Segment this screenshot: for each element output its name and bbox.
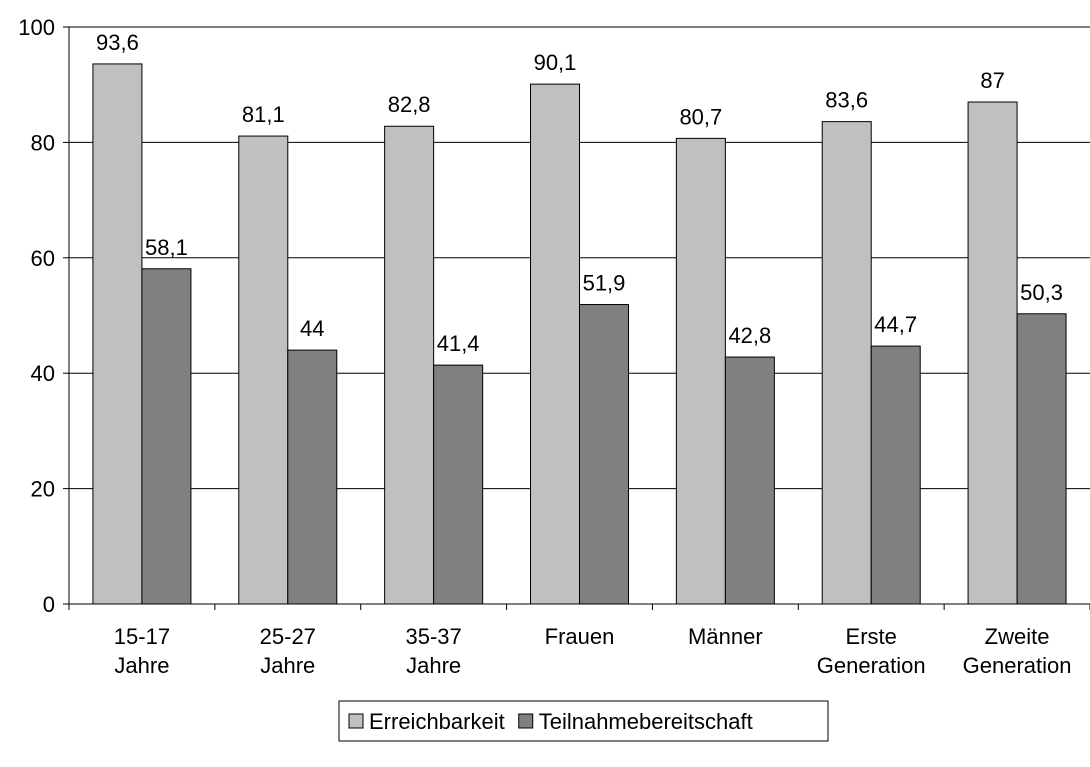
y-tick-label: 0: [43, 592, 55, 617]
bar-erreichbarkeit: [967, 101, 1018, 605]
x-category-label: Erste Generation: [817, 624, 926, 678]
y-tick-label: 60: [31, 246, 55, 271]
y-tick-label: 20: [31, 477, 55, 502]
x-category-label-line: 35-37: [406, 624, 462, 649]
x-category-label-line: 25-27: [260, 624, 316, 649]
data-label: 83,6: [825, 88, 868, 113]
bar-erreichbarkeit: [821, 121, 872, 605]
data-labels: 93,6 58,1 81,1 44 82,8 41,4 90,1 51,9 80,7 42,8 83…: [96, 30, 1063, 356]
bar-erreichbarkeit: [530, 83, 580, 605]
data-label: 50,3: [1020, 280, 1063, 305]
y-tick-label: 40: [31, 361, 55, 386]
data-label: 51,9: [583, 271, 626, 296]
legend-label: Teilnahmebereitschaft: [539, 709, 753, 734]
x-category-label-line: Erste: [846, 624, 897, 649]
bar-teilnahmebereitschaft: [724, 356, 775, 605]
x-category-label-line: Jahre: [114, 653, 169, 678]
data-label: 80,7: [679, 104, 722, 129]
bar-erreichbarkeit: [92, 63, 143, 605]
legend-box: [338, 700, 829, 742]
data-label: 42,8: [728, 323, 771, 348]
bar-teilnahmebereitschaft: [287, 349, 338, 605]
data-label: 41,4: [437, 331, 480, 356]
bar-teilnahmebereitschaft: [433, 364, 484, 605]
y-tick-label: 80: [31, 130, 55, 155]
data-label: 44: [300, 316, 324, 341]
data-label: 87: [980, 68, 1004, 93]
x-category-label: 25-27 Jahre: [260, 624, 316, 678]
bar-teilnahmebereitschaft: [141, 268, 192, 605]
data-label: 82,8: [388, 92, 431, 117]
legend-label: Erreichbarkeit: [369, 709, 505, 734]
legend-swatch-teilnahmebereitschaft: [518, 713, 534, 729]
bar-teilnahmebereitschaft: [1016, 313, 1067, 605]
data-label: 44,7: [874, 312, 917, 337]
x-category-label-line: Generation: [817, 653, 926, 678]
x-category-label: Zweite Generation: [963, 624, 1072, 678]
data-label: 81,1: [242, 102, 285, 127]
x-category-label-line: Männer: [688, 624, 763, 649]
x-category-label-line: Generation: [963, 653, 1072, 678]
data-label: 58,1: [145, 235, 188, 260]
bars: [92, 63, 1067, 605]
bar-teilnahmebereitschaft: [870, 345, 921, 605]
bar-erreichbarkeit: [238, 135, 289, 605]
data-label: 90,1: [534, 50, 577, 75]
data-label: 93,6: [96, 30, 139, 55]
bar-teilnahmebereitschaft: [579, 304, 629, 605]
legend-swatch-erreichbarkeit: [348, 713, 364, 729]
x-category-label-line: Frauen: [545, 624, 615, 649]
x-category-label-line: Jahre: [406, 653, 461, 678]
y-tick-label: 100: [18, 15, 55, 40]
bar-erreichbarkeit: [384, 125, 435, 605]
x-category-label-line: 15-17: [114, 624, 170, 649]
legend: Erreichbarkeit Teilnahmebereitschaft: [338, 700, 829, 742]
bar-erreichbarkeit: [675, 137, 726, 605]
x-category-label-line: Zweite: [985, 624, 1050, 649]
x-category-label: Frauen: [545, 624, 615, 649]
x-category-label-line: Jahre: [260, 653, 315, 678]
x-category-label: 35-37 Jahre: [406, 624, 462, 678]
x-category-label: Männer: [688, 624, 763, 649]
x-category-label: 15-17 Jahre: [114, 624, 170, 678]
